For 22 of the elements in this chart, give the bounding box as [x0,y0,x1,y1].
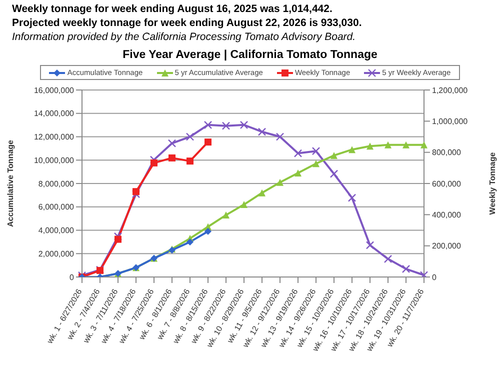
y-tick-label: 12,000,000 [34,132,75,142]
y-tick-label: 6,000,000 [38,202,75,212]
text: Projected weekly tonnage for week ending August 22, 2026 is 933,030. [12,16,363,30]
y-tick-label: 0 [70,272,75,282]
chart-title: Five Year Average | California Tomato Tonnage [122,49,378,61]
y-tick-label: 4,000,000 [38,226,75,236]
y2-tick-label: 600,000 [432,179,462,188]
y2-tick-label: 200,000 [432,242,462,251]
y-tick-label: 10,000,000 [34,156,75,165]
text: Weekly tonnage for week ending August 16, 2025 was 1,014,442. [12,2,334,16]
y-tick-label: 8,000,000 [38,179,75,188]
y-axis-title: Accumulative Tonnage [6,139,15,227]
y-tick-label: 2,000,000 [38,249,75,258]
y2-tick-label: 1,200,000 [432,86,468,95]
y2-tick-label: 1,000,000 [432,117,468,126]
y2-tick-label: 800,000 [432,148,462,158]
y-tick-label: 16,000,000 [34,86,75,95]
y2-axis-title: Weekly Tonnage [488,152,497,215]
y-tick-label: 14,000,000 [34,109,75,118]
y2-tick-label: 0 [432,272,437,282]
y2-tick-label: 400,000 [432,210,462,220]
text: Information provided by the California Processing Tomato Advisory Board. [12,30,357,44]
